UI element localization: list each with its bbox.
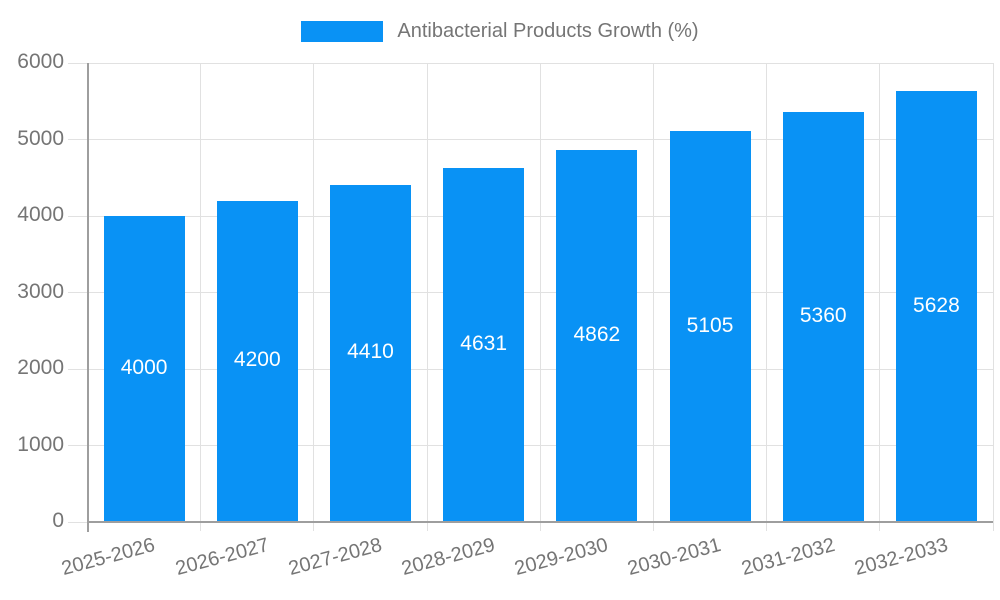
- legend-swatch-icon: [301, 21, 384, 42]
- x-axis-tick-mark: [313, 522, 315, 531]
- bar-value-label: 4200: [233, 348, 281, 372]
- chart-legend[interactable]: Antibacterial Products Growth (%): [0, 20, 1000, 43]
- x-tick-label: 2030-2031: [625, 534, 724, 581]
- bar-value-label: 4631: [460, 331, 508, 355]
- gridline-horizontal: [68, 215, 993, 217]
- x-axis-tick-mark: [68, 521, 87, 523]
- x-axis-tick-mark: [426, 522, 428, 531]
- x-axis-tick-mark: [992, 522, 994, 531]
- gridline-horizontal: [68, 445, 993, 446]
- gridline-horizontal: [68, 139, 993, 140]
- bar-value-label: 5360: [799, 303, 847, 327]
- gridline-vertical: [652, 63, 654, 522]
- gridline-vertical: [879, 63, 881, 522]
- y-tick-label: 0: [52, 509, 64, 532]
- gridline-vertical: [200, 63, 202, 522]
- bar-value-label: 5105: [686, 313, 734, 337]
- legend-label: Antibacterial Products Growth (%): [397, 20, 699, 42]
- gridline-horizontal: [68, 292, 993, 293]
- x-axis-tick-mark: [652, 522, 654, 531]
- gridline-horizontal: [68, 62, 993, 64]
- x-tick-label: 2032-2033: [852, 534, 951, 581]
- y-tick-label: 5000: [17, 126, 64, 150]
- gridline-vertical: [426, 63, 428, 522]
- gridline-vertical: [313, 63, 315, 522]
- gridline-vertical: [766, 63, 768, 522]
- gridline-horizontal: [68, 368, 993, 370]
- x-axis-tick-mark: [879, 522, 881, 531]
- bar-value-label: 4862: [573, 323, 621, 347]
- bar-value-label: 5628: [913, 293, 960, 317]
- gridline-vertical: [992, 63, 994, 522]
- bar[interactable]: [103, 216, 185, 522]
- y-tick-label: 1000: [17, 432, 64, 456]
- bar[interactable]: [895, 91, 977, 522]
- x-tick-label: 2026-2027: [172, 534, 271, 581]
- bar[interactable]: [329, 184, 411, 522]
- bar-value-label: 4000: [120, 356, 168, 379]
- x-tick-label: 2025-2026: [59, 534, 158, 581]
- x-axis-tick-mark: [766, 522, 768, 531]
- x-tick-label: 2028-2029: [399, 534, 498, 581]
- bar-value-label: 4410: [347, 340, 394, 364]
- bar[interactable]: [782, 111, 864, 522]
- x-tick-label: 2031-2032: [738, 534, 837, 581]
- gridline-vertical: [539, 63, 541, 522]
- x-tick-label: 2027-2028: [286, 534, 385, 581]
- x-tick-label: 2029-2030: [512, 534, 611, 581]
- bar[interactable]: [443, 167, 525, 522]
- bar[interactable]: [669, 131, 751, 522]
- y-tick-label: 2000: [17, 356, 64, 379]
- y-tick-label: 3000: [17, 279, 64, 303]
- bar[interactable]: [556, 150, 638, 522]
- bar[interactable]: [216, 200, 298, 522]
- x-axis-tick-mark: [200, 522, 202, 531]
- y-tick-label: 6000: [17, 50, 64, 73]
- y-tick-label: 4000: [17, 203, 64, 226]
- x-axis-line: [86, 521, 993, 523]
- x-axis-tick-mark: [539, 522, 541, 531]
- y-axis-line: [86, 63, 89, 532]
